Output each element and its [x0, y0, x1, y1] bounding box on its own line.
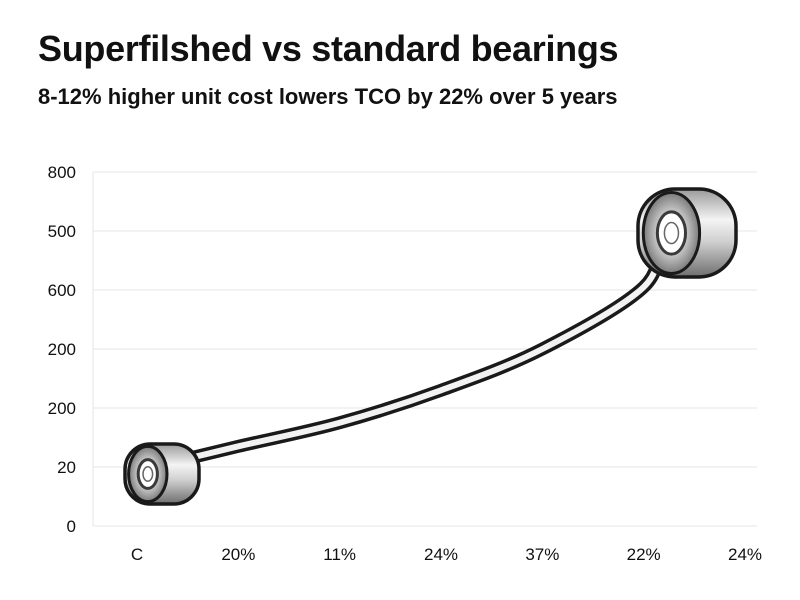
y-tick-label: 600: [48, 281, 76, 300]
bearing-markers: [123, 187, 738, 506]
bearing-marker-end: [636, 187, 738, 279]
bearing-inner: [663, 221, 680, 245]
x-tick-label: 11%: [323, 545, 356, 564]
x-tick-label: 24%: [424, 545, 458, 564]
x-tick-label: 37%: [525, 545, 559, 564]
x-tick-label: 24%: [728, 545, 762, 564]
y-tick-label: 200: [48, 340, 76, 359]
bearing-inner: [142, 466, 154, 482]
chart-subtitle: 8-12% higher unit cost lowers TCO by 22%…: [38, 84, 618, 109]
grid-lines: [92, 171, 757, 527]
y-tick-label: 500: [48, 222, 76, 241]
y-tick-label: 800: [48, 163, 76, 182]
bearing-marker-start: [123, 442, 201, 506]
x-tick-label: C: [131, 545, 143, 564]
x-tick-label: 22%: [627, 545, 661, 564]
y-tick-label: 20: [57, 458, 76, 477]
y-tick-label: 200: [48, 399, 76, 418]
series-line-core: [157, 233, 663, 469]
series-line-outline: [153, 230, 667, 472]
series-line: [153, 230, 667, 472]
y-tick-label: 0: [67, 517, 76, 536]
x-tick-label: 20%: [221, 545, 255, 564]
chart-title: Superfilshed vs standard bearings: [38, 28, 619, 69]
